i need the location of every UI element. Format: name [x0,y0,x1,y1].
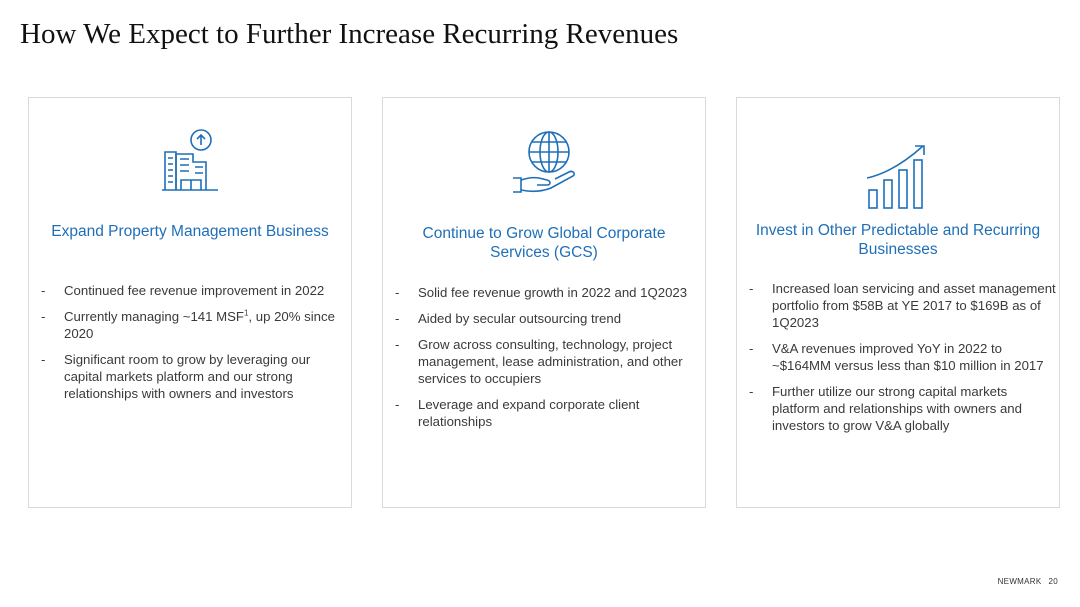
card-heading: Expand Property Management Business [51,223,329,240]
list-item: - Grow across consulting, technology, pro… [395,337,683,386]
slide-footer: NEWMARK 20 [998,577,1058,586]
list-item: - Aided by secular outsourcing trend [395,311,622,326]
globe-hand-icon [513,131,575,193]
list-item: - Leverage and expand corporate client re… [395,397,640,429]
slide-title: How We Expect to Further Increase Recurr… [20,18,679,50]
card-heading: Invest in Other Predictable and Recurrin… [755,222,1041,258]
list-item: - V&A revenues improved YoY in 2022 to ~$… [749,341,1044,373]
card-gcs: Continue to Grow Global Corporate Servic… [382,97,706,508]
brand-label: NEWMARK [997,577,1042,586]
bullet-list: - Increased loan servicing and asset mana… [737,280,1059,443]
list-item: - Solid fee revenue growth in 2022 and 1Q… [395,285,688,300]
growth-bar-chart-icon [866,145,925,209]
list-item: - Currently managing ~141 MSF1, up 20% si… [41,308,335,341]
list-item: - Continued fee revenue improvement in 20… [41,283,325,298]
list-item: - Further utilize our strong capital mark… [749,384,1022,433]
list-item: - Significant room to grow by leveraging … [41,352,311,401]
page-number: 20 [1048,577,1058,586]
building-up-arrow-icon [162,129,218,191]
bullet-list: - Solid fee revenue growth in 2022 and 1Q… [383,284,705,439]
card-recurring-businesses: Invest in Other Predictable and Recurrin… [736,97,1060,508]
footnote-marker: 1 [243,308,249,318]
card-heading: Continue to Grow Global Corporate Servic… [422,225,666,261]
list-item: - Increased loan servicing and asset mana… [749,281,1056,330]
card-property-management: Expand Property Management Business - Con… [28,97,352,508]
bullet-list: - Continued fee revenue improvement in 20… [29,282,351,411]
